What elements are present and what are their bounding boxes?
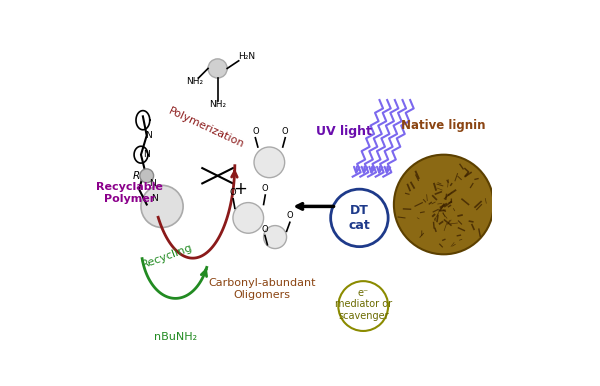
Text: NH₂: NH₂ bbox=[209, 100, 226, 109]
Text: Recycling: Recycling bbox=[141, 242, 194, 270]
Text: N: N bbox=[149, 179, 156, 188]
Circle shape bbox=[141, 185, 183, 227]
Text: N: N bbox=[145, 131, 152, 140]
Text: Recyclable
Polymer: Recyclable Polymer bbox=[96, 182, 163, 204]
Text: Carbonyl-abundant
Oligomers: Carbonyl-abundant Oligomers bbox=[208, 278, 316, 300]
Text: R: R bbox=[133, 171, 140, 181]
Circle shape bbox=[254, 147, 284, 178]
Circle shape bbox=[208, 59, 227, 78]
Circle shape bbox=[331, 189, 388, 247]
Text: UV light: UV light bbox=[316, 125, 372, 138]
Circle shape bbox=[140, 169, 154, 183]
Text: H₂N: H₂N bbox=[238, 52, 255, 61]
Text: Polymerization: Polymerization bbox=[167, 106, 245, 150]
Text: N: N bbox=[143, 150, 150, 159]
Circle shape bbox=[233, 203, 263, 233]
Text: O: O bbox=[262, 184, 269, 193]
Text: O: O bbox=[252, 127, 259, 136]
Text: O: O bbox=[262, 225, 268, 234]
Circle shape bbox=[263, 225, 287, 249]
Text: Native lignin: Native lignin bbox=[401, 119, 486, 132]
Text: nBuNH₂: nBuNH₂ bbox=[154, 332, 197, 342]
Text: O: O bbox=[230, 188, 236, 197]
Circle shape bbox=[394, 155, 494, 254]
Text: N: N bbox=[151, 194, 158, 203]
Text: O: O bbox=[282, 127, 289, 136]
Text: DT
cat: DT cat bbox=[349, 204, 370, 232]
Text: NH₂: NH₂ bbox=[186, 77, 203, 86]
Circle shape bbox=[338, 281, 388, 331]
Text: e⁻
mediator or
scavenger: e⁻ mediator or scavenger bbox=[335, 288, 392, 321]
Text: +: + bbox=[233, 180, 248, 198]
Text: O: O bbox=[287, 212, 293, 220]
